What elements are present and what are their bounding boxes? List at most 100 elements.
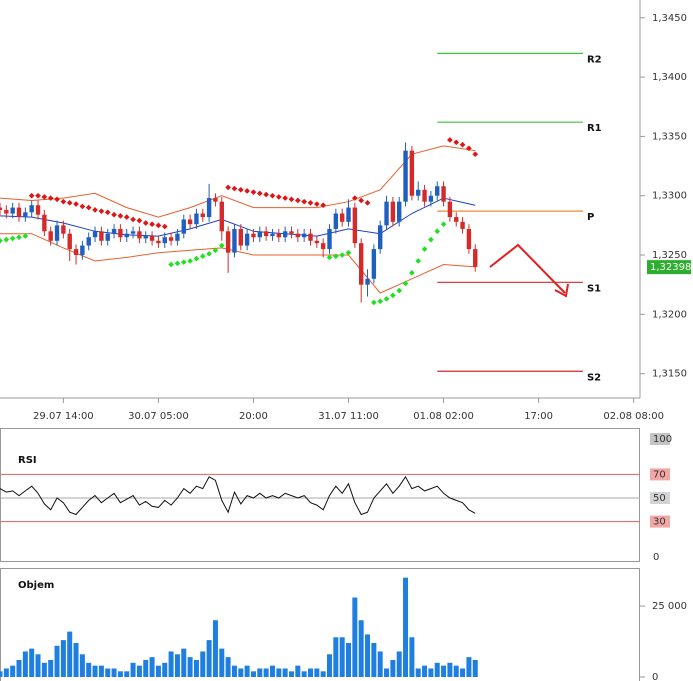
candle-body: [390, 201, 396, 222]
y-tick-label: 1,3450: [652, 13, 687, 24]
volume-bar: [244, 665, 250, 677]
sar-dot: [301, 198, 307, 205]
sar-dot: [92, 207, 98, 213]
sar-dot: [282, 195, 288, 201]
candle-body: [23, 212, 28, 218]
pivot-label: R2: [587, 54, 602, 65]
sar-dot: [174, 260, 181, 267]
sar-dot: [212, 247, 219, 254]
sar-dot: [16, 234, 22, 241]
bollinger-upper: [0, 145, 476, 218]
volume-bar: [238, 668, 244, 677]
sar-dot: [263, 191, 269, 198]
volume-bar: [149, 657, 155, 677]
bollinger-lower: [0, 233, 476, 294]
volume-bar: [0, 671, 3, 677]
volume-bar: [86, 662, 92, 677]
sar-dot: [288, 196, 295, 203]
candle-body: [168, 237, 174, 241]
candle-body: [365, 278, 370, 285]
volume-bar: [460, 668, 466, 677]
volume-bar: [288, 671, 294, 677]
volume-bar: [314, 668, 320, 677]
y-tick-bg: [650, 515, 670, 528]
y-tick-label: 100: [653, 434, 672, 445]
volume-bar: [41, 662, 47, 677]
candle-body: [358, 243, 364, 285]
rsi-panel-frame: [0, 428, 640, 562]
candle-body: [416, 189, 421, 196]
candle-body: [80, 245, 85, 256]
volume-bar: [409, 637, 415, 677]
candle-body: [295, 233, 301, 238]
candle-body: [473, 249, 478, 267]
candle-body: [441, 186, 446, 202]
y-tick-label: 1,3350: [652, 131, 687, 142]
candle-body: [346, 207, 351, 222]
x-tick-label: 31.07 11:00: [318, 411, 379, 422]
forecast-arrow: [489, 243, 566, 294]
volume-bar: [472, 659, 478, 677]
volume-bar: [54, 645, 60, 677]
volume-bar: [453, 665, 459, 677]
y-tick-label: 70: [653, 469, 666, 480]
sar-dot: [307, 200, 314, 206]
candle-body: [16, 207, 22, 218]
sar-dot: [459, 141, 466, 148]
panel-title: Objem: [18, 580, 54, 591]
sar-dot: [206, 251, 212, 257]
volume-bar: [415, 668, 421, 677]
sar-dot: [66, 200, 73, 206]
volume-bar: [358, 620, 364, 677]
candle-body: [225, 231, 231, 253]
candle-body: [244, 233, 250, 246]
candle-body: [377, 225, 383, 250]
volume-bar: [447, 662, 453, 677]
sar-dot: [352, 195, 358, 201]
candle-body: [54, 225, 60, 241]
candle-body: [301, 233, 307, 238]
volume-panel-frame: [0, 568, 640, 681]
candle-body: [143, 236, 148, 239]
volume-bar: [219, 648, 225, 677]
volume-bar: [212, 620, 218, 677]
volume-bar: [35, 654, 41, 677]
forecast-arrow-head: [554, 283, 569, 298]
sar-dot: [142, 220, 149, 226]
candle-body: [105, 233, 110, 241]
candle-body: [428, 195, 434, 202]
candle-body: [67, 233, 72, 250]
sar-dot: [383, 296, 390, 302]
rsi-line: [0, 475, 476, 516]
candle-body: [213, 198, 218, 202]
sar-dot: [472, 151, 479, 158]
sar-dot: [371, 299, 377, 306]
volume-bar: [263, 668, 269, 677]
candle-body: [447, 201, 453, 218]
candle-body: [460, 221, 465, 229]
candle-body: [257, 231, 263, 238]
sar-dot: [199, 253, 206, 260]
sar-dot: [440, 221, 447, 228]
volume-bar: [200, 651, 206, 677]
volume-bar: [155, 665, 161, 677]
volume-bar: [98, 665, 104, 677]
candle-body: [48, 231, 53, 241]
x-tick-label: 30.07 05:00: [128, 411, 189, 422]
last-price-box: [647, 260, 691, 275]
volume-bar: [10, 665, 16, 677]
y-tick-label: 1,3200: [652, 309, 687, 320]
volume-bar: [225, 657, 231, 677]
candle-body: [263, 231, 269, 237]
y-tick-label: 50: [653, 493, 666, 504]
candle-body: [92, 231, 98, 238]
y-tick-label: 30: [653, 517, 666, 528]
y-tick-bg: [650, 433, 670, 445]
sar-dot: [225, 184, 231, 191]
sar-dot: [314, 201, 320, 207]
candle-body: [10, 207, 15, 214]
candle-body: [29, 205, 34, 213]
sar-dot: [187, 258, 193, 264]
